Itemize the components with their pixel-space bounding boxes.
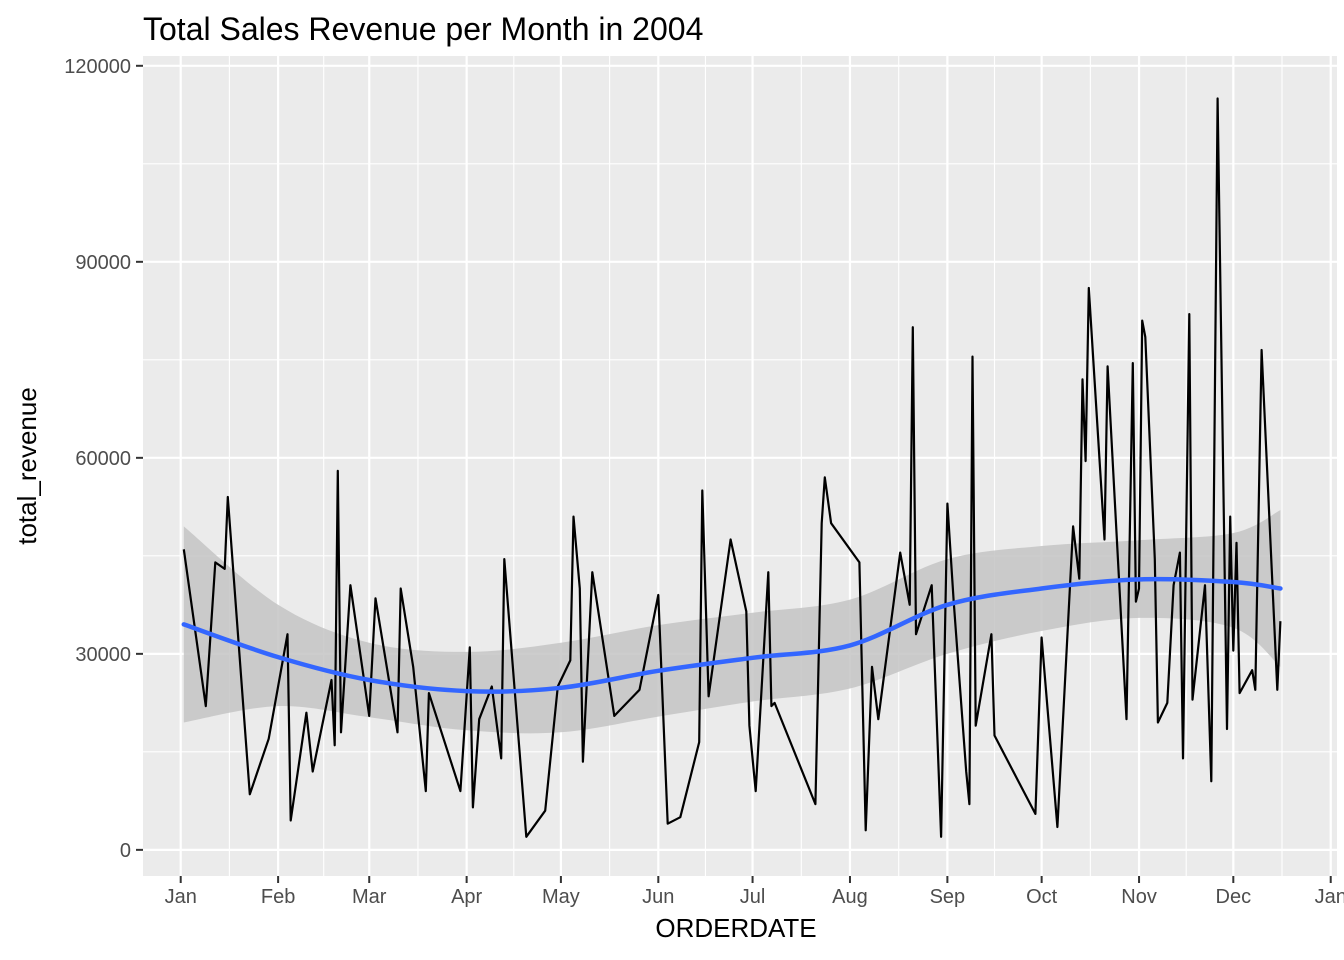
- x-tick-label: Mar: [352, 886, 387, 908]
- x-tick-label: Dec: [1216, 886, 1252, 908]
- x-tick-label: Nov: [1121, 886, 1157, 908]
- y-tick-label: 60000: [75, 448, 131, 470]
- smooth-trend-line: [181, 576, 1283, 694]
- plot-panel: [143, 56, 1337, 876]
- x-tick-label: Jan: [1315, 886, 1344, 908]
- x-axis-title: ORDERDATE: [655, 913, 816, 943]
- x-axis: Jan Feb Mar Apr May Jun Jul Aug Sep Oct Nov Dec Jan: [165, 876, 1344, 908]
- chart-title: Total Sales Revenue per Month in 2004: [143, 11, 703, 47]
- x-tick-label: Feb: [261, 886, 295, 908]
- confidence-ribbon: [183, 510, 1281, 734]
- y-axis-title: total_revenue: [12, 387, 42, 545]
- x-tick-label: Sep: [930, 886, 966, 908]
- revenue-line: [182, 97, 1282, 838]
- y-tick-label: 90000: [75, 252, 131, 274]
- x-tick-label: Aug: [832, 886, 868, 908]
- x-tick-label: Jul: [740, 886, 766, 908]
- x-tick-label: Oct: [1026, 886, 1058, 908]
- y-tick-label: 0: [120, 840, 131, 862]
- y-axis: 0 30000 60000 90000 120000: [64, 56, 143, 862]
- y-tick-label: 30000: [75, 644, 131, 666]
- y-tick-label: 120000: [64, 56, 131, 78]
- x-tick-label: Apr: [451, 886, 482, 908]
- x-tick-label: May: [542, 886, 580, 908]
- x-tick-label: Jan: [165, 886, 197, 908]
- x-tick-label: Jun: [642, 886, 674, 908]
